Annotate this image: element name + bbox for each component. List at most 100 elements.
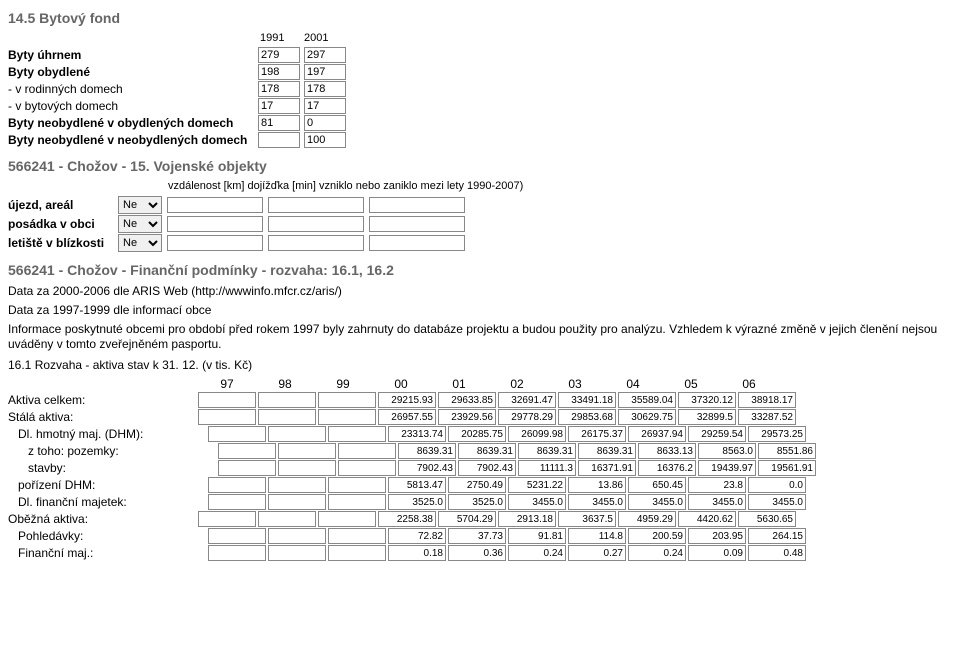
rozvaha-cell[interactable] — [448, 545, 506, 561]
rozvaha-cell[interactable] — [388, 545, 446, 561]
rozvaha-cell[interactable] — [688, 528, 746, 544]
rozvaha-cell[interactable] — [398, 460, 456, 476]
rozvaha-cell[interactable] — [748, 528, 806, 544]
rozvaha-cell[interactable] — [688, 477, 746, 493]
bytovy-cell[interactable] — [304, 132, 346, 148]
vojenske-cell[interactable] — [167, 216, 263, 232]
vojenske-cell[interactable] — [268, 216, 364, 232]
bytovy-cell[interactable] — [258, 132, 300, 148]
rozvaha-cell[interactable] — [748, 545, 806, 561]
rozvaha-cell[interactable] — [508, 494, 566, 510]
rozvaha-cell[interactable] — [208, 477, 266, 493]
rozvaha-cell[interactable] — [378, 511, 436, 527]
rozvaha-cell[interactable] — [618, 409, 676, 425]
rozvaha-cell[interactable] — [318, 511, 376, 527]
rozvaha-cell[interactable] — [568, 528, 626, 544]
rozvaha-cell[interactable] — [688, 494, 746, 510]
rozvaha-cell[interactable] — [738, 392, 796, 408]
rozvaha-cell[interactable] — [328, 528, 386, 544]
rozvaha-cell[interactable] — [448, 528, 506, 544]
rozvaha-cell[interactable] — [328, 494, 386, 510]
rozvaha-cell[interactable] — [688, 426, 746, 442]
rozvaha-cell[interactable] — [558, 511, 616, 527]
rozvaha-cell[interactable] — [578, 443, 636, 459]
rozvaha-cell[interactable] — [618, 511, 676, 527]
rozvaha-cell[interactable] — [438, 511, 496, 527]
rozvaha-cell[interactable] — [628, 477, 686, 493]
rozvaha-cell[interactable] — [678, 409, 736, 425]
rozvaha-cell[interactable] — [268, 494, 326, 510]
rozvaha-cell[interactable] — [458, 443, 516, 459]
rozvaha-cell[interactable] — [278, 443, 336, 459]
rozvaha-cell[interactable] — [448, 494, 506, 510]
rozvaha-cell[interactable] — [508, 426, 566, 442]
rozvaha-cell[interactable] — [268, 545, 326, 561]
rozvaha-cell[interactable] — [618, 392, 676, 408]
rozvaha-cell[interactable] — [438, 409, 496, 425]
rozvaha-cell[interactable] — [738, 409, 796, 425]
rozvaha-cell[interactable] — [498, 511, 556, 527]
vojenske-select[interactable]: Ne — [118, 196, 162, 214]
bytovy-cell[interactable] — [258, 64, 300, 80]
rozvaha-cell[interactable] — [638, 443, 696, 459]
rozvaha-cell[interactable] — [628, 426, 686, 442]
vojenske-cell[interactable] — [167, 197, 263, 213]
rozvaha-cell[interactable] — [498, 392, 556, 408]
vojenske-select[interactable]: Ne — [118, 234, 162, 252]
rozvaha-cell[interactable] — [198, 409, 256, 425]
bytovy-cell[interactable] — [258, 47, 300, 63]
rozvaha-cell[interactable] — [318, 409, 376, 425]
rozvaha-cell[interactable] — [388, 528, 446, 544]
rozvaha-cell[interactable] — [438, 392, 496, 408]
rozvaha-cell[interactable] — [568, 494, 626, 510]
rozvaha-cell[interactable] — [398, 443, 456, 459]
rozvaha-cell[interactable] — [508, 545, 566, 561]
rozvaha-cell[interactable] — [698, 443, 756, 459]
rozvaha-cell[interactable] — [628, 494, 686, 510]
vojenske-cell[interactable] — [167, 235, 263, 251]
rozvaha-cell[interactable] — [338, 460, 396, 476]
rozvaha-cell[interactable] — [318, 392, 376, 408]
rozvaha-cell[interactable] — [388, 477, 446, 493]
rozvaha-cell[interactable] — [198, 511, 256, 527]
rozvaha-cell[interactable] — [568, 477, 626, 493]
rozvaha-cell[interactable] — [388, 494, 446, 510]
bytovy-cell[interactable] — [304, 64, 346, 80]
rozvaha-cell[interactable] — [748, 426, 806, 442]
rozvaha-cell[interactable] — [558, 392, 616, 408]
rozvaha-cell[interactable] — [518, 443, 576, 459]
rozvaha-cell[interactable] — [328, 426, 386, 442]
rozvaha-cell[interactable] — [258, 511, 316, 527]
bytovy-cell[interactable] — [258, 81, 300, 97]
rozvaha-cell[interactable] — [628, 528, 686, 544]
rozvaha-cell[interactable] — [268, 528, 326, 544]
rozvaha-cell[interactable] — [758, 443, 816, 459]
rozvaha-cell[interactable] — [748, 494, 806, 510]
bytovy-cell[interactable] — [304, 115, 346, 131]
rozvaha-cell[interactable] — [278, 460, 336, 476]
rozvaha-cell[interactable] — [558, 409, 616, 425]
rozvaha-cell[interactable] — [378, 392, 436, 408]
vojenske-cell[interactable] — [369, 197, 465, 213]
rozvaha-cell[interactable] — [218, 443, 276, 459]
rozvaha-cell[interactable] — [328, 545, 386, 561]
vojenske-select[interactable]: Ne — [118, 215, 162, 233]
bytovy-cell[interactable] — [258, 98, 300, 114]
rozvaha-cell[interactable] — [208, 494, 266, 510]
rozvaha-cell[interactable] — [378, 409, 436, 425]
rozvaha-cell[interactable] — [208, 545, 266, 561]
rozvaha-cell[interactable] — [208, 426, 266, 442]
rozvaha-cell[interactable] — [508, 528, 566, 544]
rozvaha-cell[interactable] — [748, 477, 806, 493]
rozvaha-cell[interactable] — [678, 511, 736, 527]
vojenske-cell[interactable] — [268, 197, 364, 213]
rozvaha-cell[interactable] — [338, 443, 396, 459]
rozvaha-cell[interactable] — [448, 426, 506, 442]
rozvaha-cell[interactable] — [388, 426, 446, 442]
rozvaha-cell[interactable] — [328, 477, 386, 493]
rozvaha-cell[interactable] — [638, 460, 696, 476]
vojenske-cell[interactable] — [369, 216, 465, 232]
rozvaha-cell[interactable] — [688, 545, 746, 561]
rozvaha-cell[interactable] — [508, 477, 566, 493]
rozvaha-cell[interactable] — [758, 460, 816, 476]
